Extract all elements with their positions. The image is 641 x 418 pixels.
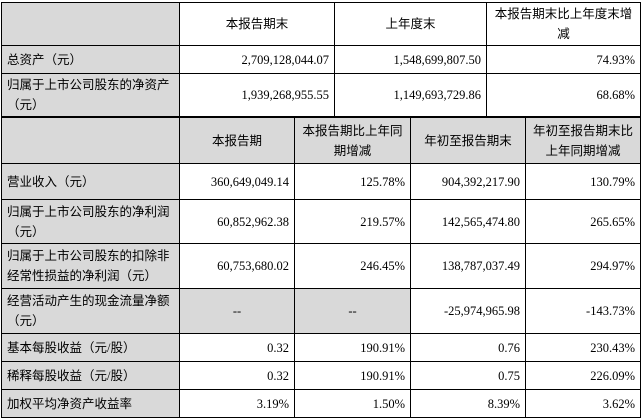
balance-header-row: 本报告期末 上年度末 本报告期末比上年度末增减 [1, 2, 641, 46]
row-basic-eps: 基本每股收益（元/股） 0.32 190.91% 0.76 230.43% [1, 333, 641, 362]
net-profit-period-change: 219.57% [294, 199, 411, 244]
row-diluted-eps: 稀释每股收益（元/股） 0.32 190.91% 0.75 226.09% [1, 361, 641, 390]
balance-sheet-summary-table: 本报告期末 上年度末 本报告期末比上年度末增减 总资产（元） 2,709,128… [1, 2, 641, 117]
row-label: 基本每股收益（元/股） [1, 333, 180, 362]
deducted-profit-period: 60,753,680.02 [179, 243, 295, 289]
cash-flow-ytd: -25,974,965.98 [410, 288, 526, 334]
header-balance-change: 本报告期末比上年度末增减 [486, 2, 641, 46]
corner-cell [1, 2, 180, 46]
cash-flow-period-change: -- [294, 288, 411, 334]
diluted-eps-ytd: 0.75 [410, 361, 526, 390]
row-label: 归属于上市公司股东的扣除非经常性损益的净利润（元） [1, 243, 180, 289]
basic-eps-period-change: 190.91% [294, 333, 411, 362]
header-current-period: 本报告期 [179, 117, 295, 164]
row-label: 稀释每股收益（元/股） [1, 361, 180, 390]
row-total-assets: 总资产（元） 2,709,128,044.07 1,548,699,807.50… [1, 45, 641, 74]
header-ytd: 年初至报告期末 [410, 117, 526, 164]
row-label: 营业收入（元） [1, 163, 180, 200]
revenue-ytd-change: 130.79% [525, 163, 641, 200]
diluted-eps-period: 0.32 [179, 361, 295, 390]
total-assets-change: 74.93% [486, 45, 641, 74]
revenue-period: 360,649,049.14 [179, 163, 295, 200]
basic-eps-period: 0.32 [179, 333, 295, 362]
income-summary-table: 本报告期 本报告期比上年同期增减 年初至报告期末 年初至报告期末比上年同期增减 … [1, 117, 641, 418]
basic-eps-ytd-change: 230.43% [525, 333, 641, 362]
row-net-profit-deducted: 归属于上市公司股东的扣除非经常性损益的净利润（元） 60,753,680.02 … [1, 243, 641, 289]
revenue-ytd: 904,392,217.90 [410, 163, 526, 200]
row-revenue: 营业收入（元） 360,649,049.14 125.78% 904,392,2… [1, 163, 641, 200]
row-net-profit: 归属于上市公司股东的净利润（元） 60,852,962.38 219.57% 1… [1, 199, 641, 244]
diluted-eps-ytd-change: 226.09% [525, 361, 641, 390]
cash-flow-ytd-change: -143.73% [525, 288, 641, 334]
header-period-change: 本报告期比上年同期增减 [294, 117, 411, 164]
deducted-profit-ytd-change: 294.97% [525, 243, 641, 289]
header-prior-year-end: 上年度末 [334, 2, 487, 46]
cash-flow-period: -- [179, 288, 295, 334]
net-profit-period: 60,852,962.38 [179, 199, 295, 244]
row-label: 归属于上市公司股东的净资产（元） [1, 73, 180, 117]
row-label: 归属于上市公司股东的净利润（元） [1, 199, 180, 244]
total-assets-prior: 1,548,699,807.50 [334, 45, 487, 74]
net-assets-prior: 1,149,693,729.86 [334, 73, 487, 117]
row-label: 经营活动产生的现金流量净额（元） [1, 288, 180, 334]
row-net-assets: 归属于上市公司股东的净资产（元） 1,939,268,955.55 1,149,… [1, 73, 641, 117]
income-header-row: 本报告期 本报告期比上年同期增减 年初至报告期末 年初至报告期末比上年同期增减 [1, 117, 641, 164]
header-ytd-change: 年初至报告期末比上年同期增减 [525, 117, 641, 164]
row-label: 总资产（元） [1, 45, 180, 74]
diluted-eps-period-change: 190.91% [294, 361, 411, 390]
header-current-period-end: 本报告期末 [179, 2, 335, 46]
row-operating-cash-flow: 经营活动产生的现金流量净额（元） -- -- -25,974,965.98 -1… [1, 288, 641, 334]
net-profit-ytd: 142,565,474.80 [410, 199, 526, 244]
total-assets-current: 2,709,128,044.07 [179, 45, 335, 74]
deducted-profit-ytd: 138,787,037.49 [410, 243, 526, 289]
deducted-profit-period-change: 246.45% [294, 243, 411, 289]
basic-eps-ytd: 0.76 [410, 333, 526, 362]
net-assets-current: 1,939,268,955.55 [179, 73, 335, 117]
net-profit-ytd-change: 265.65% [525, 199, 641, 244]
corner-cell [1, 117, 180, 164]
net-assets-change: 68.68% [486, 73, 641, 117]
revenue-period-change: 125.78% [294, 163, 411, 200]
